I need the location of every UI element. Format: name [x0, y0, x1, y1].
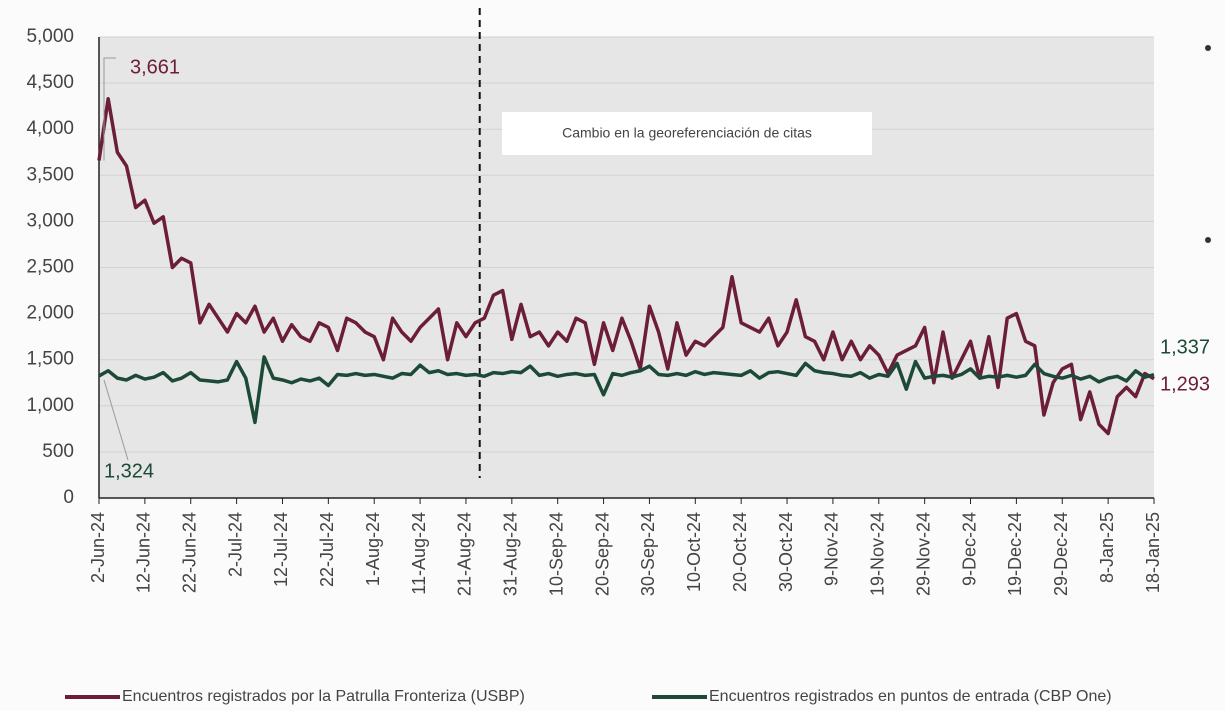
x-tick-label: 19-Nov-24 [868, 512, 888, 596]
legend-label: Encuentros registrados por la Patrulla F… [122, 688, 525, 705]
first-label: 3,661 [130, 56, 180, 78]
series-line [97, 97, 1155, 436]
series-line [98, 355, 1155, 425]
x-tick-label: 29-Dec-24 [1051, 512, 1071, 596]
leader [103, 57, 116, 161]
x-tick-label: 22-Jul-24 [317, 512, 337, 587]
x-tick-label: 9-Dec-24 [959, 512, 979, 586]
last-label: 1,293 [1160, 373, 1210, 395]
leader [103, 379, 129, 461]
annotation-box [502, 112, 872, 155]
y-tick-label: 4,500 [26, 72, 74, 93]
x-tick-label: 11-Aug-24 [409, 512, 429, 595]
last-label: 1,337 [1160, 336, 1210, 358]
x-tick-label: 30-Oct-24 [776, 512, 796, 592]
x-tick-label: 2-Jul-24 [225, 512, 245, 577]
x-tick-label: 1-Aug-24 [363, 512, 383, 586]
x-tick-label: 12-Jul-24 [271, 512, 291, 587]
x-tick-label: 31-Aug-24 [501, 512, 521, 596]
x-tick-label: 20-Oct-24 [730, 512, 750, 592]
x-tick-label: 30-Sep-24 [638, 512, 658, 596]
annotation: Cambio en la georeferenciación de citas [562, 125, 812, 141]
bullet [1205, 45, 1211, 51]
y-tick-label: 3,000 [26, 210, 74, 231]
y-tick-label: 500 [42, 441, 74, 462]
x-tick-label: 10-Sep-24 [546, 512, 566, 596]
x-tick-label: 18-Jan-25 [1143, 512, 1163, 593]
x-tick-label: 2-Jun-24 [88, 512, 108, 583]
x-tick-label: 29-Nov-24 [913, 512, 933, 596]
legend-label: Encuentros registrados en puntos de entr… [709, 688, 1112, 705]
y-tick-label: 4,000 [26, 118, 74, 139]
first-label: 1,324 [104, 460, 154, 482]
y-tick-label: 1,000 [26, 395, 74, 416]
x-tick-label: 8-Jan-25 [1097, 512, 1117, 583]
y-tick-label: 2,500 [26, 257, 74, 278]
x-tick-label: 12-Jun-24 [134, 512, 154, 593]
y-tick-label: 1,500 [26, 349, 74, 370]
x-tick-label: 9-Nov-24 [822, 512, 842, 586]
y-tick-label: 2,000 [26, 303, 74, 324]
y-tick-label: 3,500 [26, 164, 74, 185]
y-tick-label: 0 [63, 487, 74, 508]
x-tick-label: 10-Oct-24 [684, 512, 704, 592]
x-tick-label: 19-Dec-24 [1005, 512, 1025, 596]
bullet [1205, 237, 1211, 243]
x-tick-label: 21-Aug-24 [455, 512, 475, 596]
x-tick-label: 20-Sep-24 [592, 512, 612, 596]
y-tick-label: 5,000 [26, 26, 74, 47]
x-tick-label: 22-Jun-24 [179, 512, 199, 593]
